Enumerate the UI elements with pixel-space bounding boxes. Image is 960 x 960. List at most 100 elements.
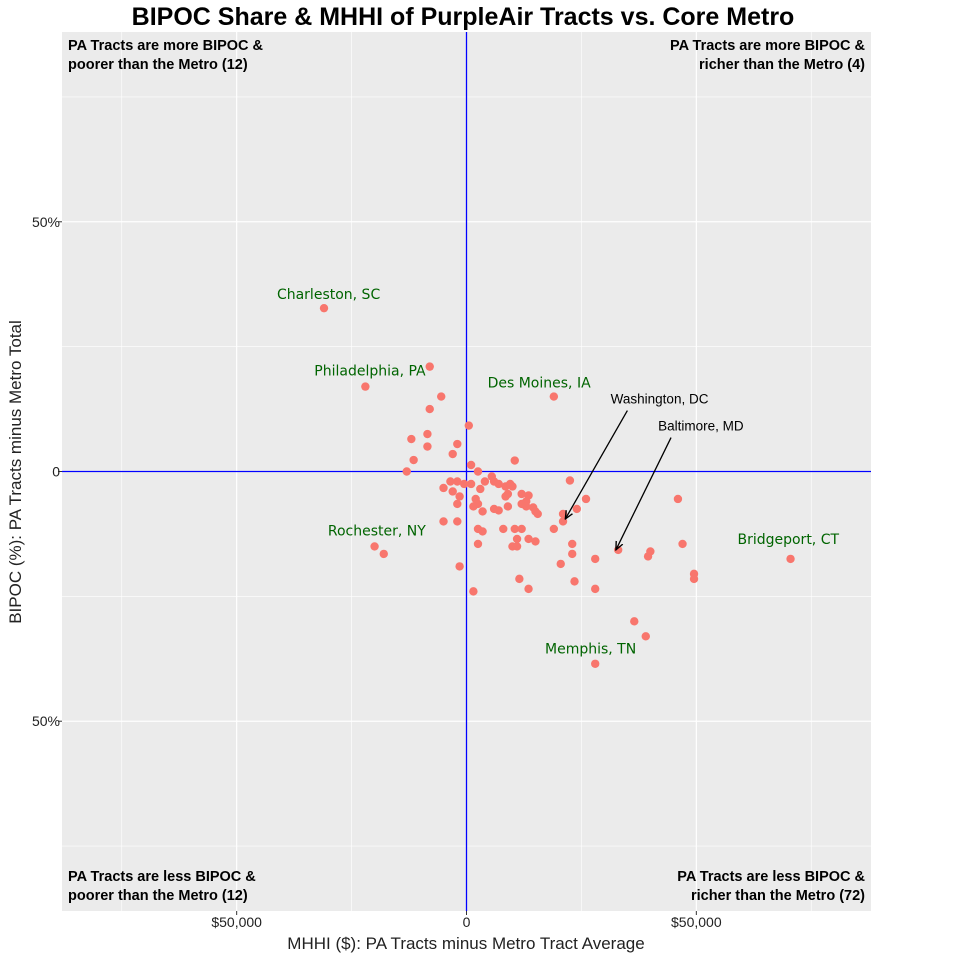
data-point: [480, 477, 490, 486]
data-point: [591, 554, 600, 564]
data-point: [453, 477, 462, 486]
callout-arrow: [616, 437, 672, 550]
data-point: [524, 584, 533, 594]
data-point: [453, 439, 462, 449]
data-point: [510, 524, 519, 534]
y-tick-label: 0: [52, 464, 60, 480]
callout-arrow: [565, 410, 628, 519]
reference-lines: [62, 32, 871, 911]
data-point: [407, 434, 416, 444]
quadrant-label: richer than the Metro (4): [699, 57, 865, 73]
data-point: [591, 659, 600, 668]
city-label: Memphis, TN: [545, 641, 636, 657]
data-point: [455, 562, 464, 571]
quadrant-label: PA Tracts are less BIPOC &: [68, 869, 256, 885]
data-point: [549, 392, 559, 401]
data-point: [494, 506, 503, 515]
data-point: [370, 542, 379, 551]
quadrant-label: poorer than the Metro (12): [68, 888, 248, 904]
quadrant-label: PA Tracts are less BIPOC &: [677, 869, 865, 885]
annotations: Charleston, SC Philadelphia, PA Des Moines…: [277, 287, 840, 657]
data-point: [591, 584, 600, 594]
data-point: [512, 534, 522, 544]
data-point: [466, 479, 476, 489]
quadrant-label: richer than the Metro (72): [691, 888, 865, 904]
y-tick-label: 50%: [32, 214, 60, 230]
data-point: [673, 494, 683, 504]
data-point: [630, 617, 639, 626]
data-point: [469, 587, 478, 596]
data-point: [455, 492, 464, 501]
data-point: [531, 507, 540, 516]
data-point: [453, 517, 462, 526]
data-point: [361, 382, 370, 391]
data-point: [402, 467, 411, 476]
data-point: [524, 534, 533, 544]
data-point: [437, 392, 446, 401]
data-point: [501, 492, 510, 501]
data-point: [570, 577, 579, 586]
chart-title: BIPOC Share & MHHI of PurpleAir Tracts v…: [132, 3, 795, 31]
data-point: [453, 499, 462, 509]
data-point: [319, 303, 329, 313]
data-point: [522, 502, 531, 511]
data-point: [503, 502, 513, 511]
x-tick-label: 0: [463, 914, 471, 930]
city-label: Charleston, SC: [277, 287, 380, 303]
data-point: [678, 539, 687, 549]
quadrant-labels: PA Tracts are more BIPOC & poorer than th…: [68, 38, 866, 904]
data-point: [517, 489, 526, 499]
data-point: [448, 449, 457, 459]
data-point: [508, 482, 517, 491]
data-point: [478, 527, 487, 536]
data-point: [568, 539, 577, 549]
callout-label: Baltimore, MD: [658, 419, 744, 434]
data-point: [499, 524, 508, 534]
data-point: [469, 502, 478, 511]
data-point: [510, 456, 519, 465]
y-tick-label: 50%: [32, 713, 60, 729]
data-point: [512, 542, 522, 551]
data-point: [473, 467, 483, 476]
city-label: Philadelphia, PA: [314, 364, 426, 380]
data-point: [379, 549, 388, 559]
quadrant-label: PA Tracts are more BIPOC &: [68, 38, 264, 54]
data-point: [531, 537, 540, 546]
data-point: [613, 545, 623, 555]
data-point: [423, 442, 432, 451]
data-point: [568, 549, 577, 559]
data-point: [515, 574, 524, 584]
data-point: [786, 554, 795, 564]
data-point: [439, 517, 448, 526]
data-point: [641, 632, 650, 641]
data-point: [549, 524, 559, 534]
city-label: Bridgeport, CT: [737, 532, 839, 548]
data-point: [565, 476, 575, 485]
city-label: Des Moines, IA: [488, 376, 591, 392]
data-points: [319, 303, 795, 668]
x-tick-label: $50,000: [671, 914, 722, 930]
data-point: [494, 479, 503, 489]
data-point: [517, 524, 526, 534]
data-point: [409, 455, 418, 465]
data-point: [476, 484, 485, 494]
data-point: [425, 362, 434, 371]
axis-ticks: $50,000 0 $50,000 50% 0 50%: [32, 214, 722, 930]
quadrant-label: PA Tracts are more BIPOC &: [670, 38, 866, 54]
data-point: [689, 574, 699, 584]
y-axis-title: BIPOC (%): PA Tracts minus Metro Total: [6, 320, 25, 624]
x-tick-label: $50,000: [211, 914, 262, 930]
data-point: [556, 559, 565, 569]
data-point: [581, 494, 591, 504]
data-point: [439, 483, 448, 493]
data-point: [446, 477, 455, 486]
callout-label: Washington, DC: [611, 392, 709, 407]
data-point: [643, 552, 653, 561]
data-point: [423, 429, 432, 439]
x-axis-title: MHHI ($): PA Tracts minus Metro Tract Av…: [287, 934, 644, 953]
data-point: [448, 487, 457, 496]
quadrant-label: poorer than the Metro (12): [68, 57, 248, 73]
data-point: [464, 421, 473, 430]
data-point: [425, 404, 434, 414]
